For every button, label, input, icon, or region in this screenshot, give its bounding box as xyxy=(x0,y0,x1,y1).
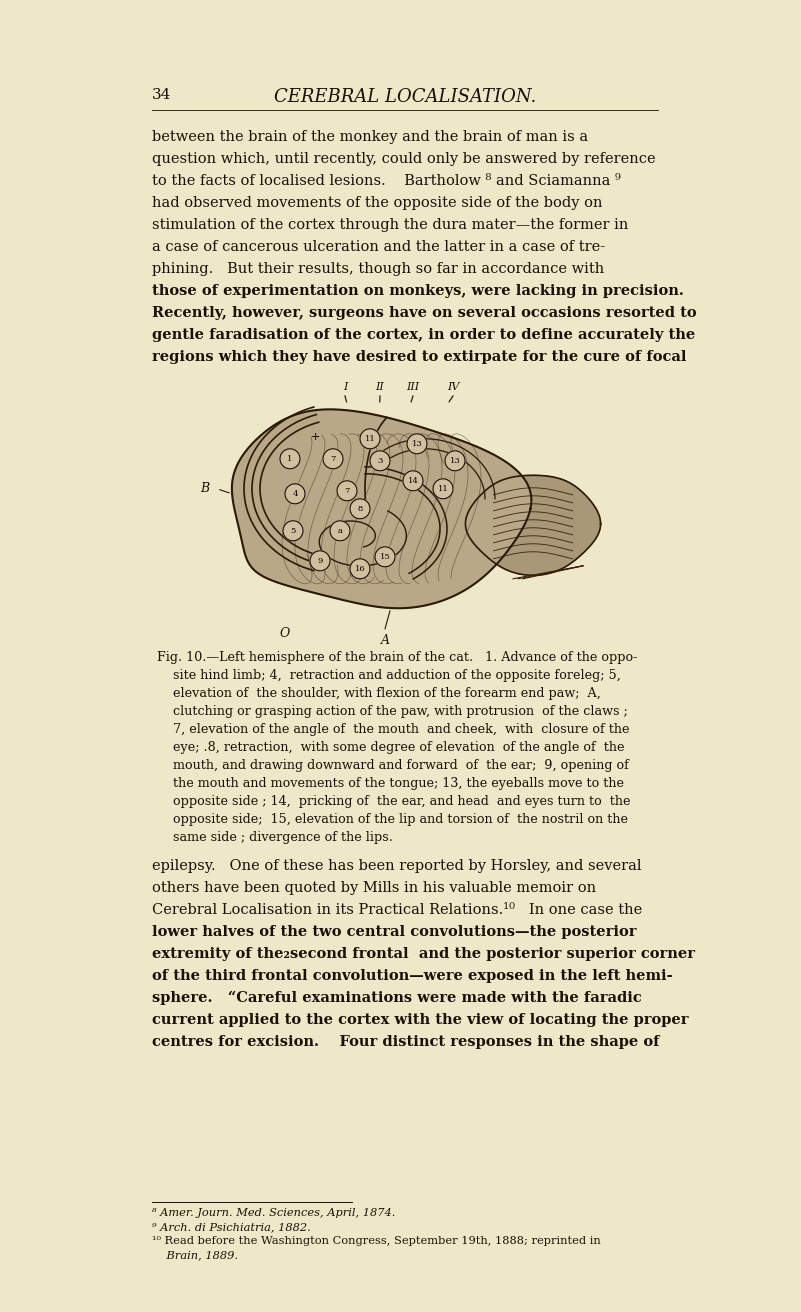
Text: a: a xyxy=(337,527,343,535)
Text: CEREBRAL LOCALISATION.: CEREBRAL LOCALISATION. xyxy=(274,88,536,106)
Circle shape xyxy=(330,521,350,541)
Circle shape xyxy=(407,434,427,454)
Text: Cerebral Localisation in its Practical Relations.¹⁰   In one case the: Cerebral Localisation in its Practical R… xyxy=(152,903,642,917)
Text: phining.   But their results, though so far in accordance with: phining. But their results, though so fa… xyxy=(152,262,604,276)
Text: 9: 9 xyxy=(317,556,323,564)
Text: question which, until recently, could only be answered by reference: question which, until recently, could on… xyxy=(152,152,656,167)
Text: I: I xyxy=(343,382,347,392)
Text: others have been quoted by Mills in his valuable memoir on: others have been quoted by Mills in his … xyxy=(152,880,596,895)
Text: Fig. 10.—Left hemisphere of the brain of the cat.   1. Advance of the oppo-: Fig. 10.—Left hemisphere of the brain of… xyxy=(157,651,638,664)
Circle shape xyxy=(323,449,343,468)
Text: +: + xyxy=(310,432,320,442)
Text: 16: 16 xyxy=(355,564,365,573)
Circle shape xyxy=(350,559,370,579)
Text: Brain, 1889.: Brain, 1889. xyxy=(152,1250,238,1260)
Text: 13: 13 xyxy=(412,440,422,447)
Text: 11: 11 xyxy=(364,434,376,442)
Text: same side ; divergence of the lips.: same side ; divergence of the lips. xyxy=(157,830,392,844)
Text: III: III xyxy=(406,382,420,392)
Text: opposite side;  15, elevation of the lip and torsion of  the nostril on the: opposite side; 15, elevation of the lip … xyxy=(157,813,628,825)
Text: centres for excision.    Four distinct responses in the shape of: centres for excision. Four distinct resp… xyxy=(152,1035,659,1048)
Text: site hind limb; 4,  retraction and adduction of the opposite foreleg; 5,: site hind limb; 4, retraction and adduct… xyxy=(157,669,621,682)
Text: eye; .8, retraction,  with some degree of elevation  of the angle of  the: eye; .8, retraction, with some degree of… xyxy=(157,741,625,754)
Text: to the facts of localised lesions.    Bartholow ⁸ and Sciamanna ⁹: to the facts of localised lesions. Barth… xyxy=(152,174,621,188)
Text: opposite side ; 14,  pricking of  the ear, and head  and eyes turn to  the: opposite side ; 14, pricking of the ear,… xyxy=(157,795,630,808)
Circle shape xyxy=(375,547,395,567)
Text: mouth, and drawing downward and forward  of  the ear;  9, opening of: mouth, and drawing downward and forward … xyxy=(157,758,629,771)
Text: had observed movements of the opposite side of the body on: had observed movements of the opposite s… xyxy=(152,195,602,210)
Text: ¹⁰ Read before the Washington Congress, September 19th, 1888; reprinted in: ¹⁰ Read before the Washington Congress, … xyxy=(152,1236,601,1246)
Text: a case of cancerous ulceration and the latter in a case of tre-: a case of cancerous ulceration and the l… xyxy=(152,240,605,255)
Text: 1: 1 xyxy=(288,455,292,463)
Text: gentle faradisation of the cortex, in order to define accurately the: gentle faradisation of the cortex, in or… xyxy=(152,328,695,342)
Circle shape xyxy=(337,480,357,501)
Text: IV: IV xyxy=(447,382,459,392)
Text: Recently, however, surgeons have on several occasions resorted to: Recently, however, surgeons have on seve… xyxy=(152,306,697,320)
Text: epilepsy.   One of these has been reported by Horsley, and several: epilepsy. One of these has been reported… xyxy=(152,859,642,872)
Text: clutching or grasping action of the paw, with protrusion  of the claws ;: clutching or grasping action of the paw,… xyxy=(157,705,628,718)
Text: ⁸ Amer. Journ. Med. Sciences, April, 1874.: ⁸ Amer. Journ. Med. Sciences, April, 187… xyxy=(152,1208,396,1218)
Circle shape xyxy=(370,451,390,471)
Text: stimulation of the cortex through the dura mater—the former in: stimulation of the cortex through the du… xyxy=(152,218,628,232)
Text: of the third frontal convolution—were exposed in the left hemi-: of the third frontal convolution—were ex… xyxy=(152,968,673,983)
Text: 34: 34 xyxy=(152,88,171,102)
Polygon shape xyxy=(465,475,601,575)
Text: elevation of  the shoulder, with flexion of the forearm end paw;  A,: elevation of the shoulder, with flexion … xyxy=(157,686,601,699)
Text: 11: 11 xyxy=(437,485,449,493)
Text: A: A xyxy=(380,634,389,647)
Text: the mouth and movements of the tongue; 13, the eyeballs move to the: the mouth and movements of the tongue; 1… xyxy=(157,777,624,790)
Text: B: B xyxy=(200,483,209,496)
Text: 8: 8 xyxy=(357,505,363,513)
Polygon shape xyxy=(231,409,531,609)
Text: 15: 15 xyxy=(380,552,390,560)
Text: extremity of the₂second frontal  and the posterior superior corner: extremity of the₂second frontal and the … xyxy=(152,947,695,960)
Circle shape xyxy=(280,449,300,468)
Circle shape xyxy=(403,471,423,491)
Text: those of experimentation on monkeys, were lacking in precision.: those of experimentation on monkeys, wer… xyxy=(152,283,684,298)
Text: between the brain of the monkey and the brain of man is a: between the brain of the monkey and the … xyxy=(152,130,588,144)
Circle shape xyxy=(433,479,453,499)
Circle shape xyxy=(310,551,330,571)
Circle shape xyxy=(360,429,380,449)
Text: 7, elevation of the angle of  the mouth  and cheek,  with  closure of the: 7, elevation of the angle of the mouth a… xyxy=(157,723,630,736)
Circle shape xyxy=(283,521,303,541)
Circle shape xyxy=(285,484,305,504)
Text: 7: 7 xyxy=(330,455,336,463)
Text: current applied to the cortex with the view of locating the proper: current applied to the cortex with the v… xyxy=(152,1013,689,1027)
Circle shape xyxy=(350,499,370,518)
Text: regions which they have desired to extirpate for the cure of focal: regions which they have desired to extir… xyxy=(152,350,686,363)
Text: 3: 3 xyxy=(377,457,383,464)
Text: 5: 5 xyxy=(290,527,296,535)
Text: II: II xyxy=(376,382,384,392)
Text: O: O xyxy=(280,627,290,640)
Text: lower halves of the two central convolutions—the posterior: lower halves of the two central convolut… xyxy=(152,925,637,939)
Text: 4: 4 xyxy=(292,489,298,497)
Circle shape xyxy=(445,451,465,471)
Text: 13: 13 xyxy=(449,457,461,464)
Text: sphere.   “Careful examinations were made with the faradic: sphere. “Careful examinations were made … xyxy=(152,991,642,1005)
Text: 7: 7 xyxy=(344,487,350,495)
Text: 14: 14 xyxy=(408,476,418,485)
Text: ⁹ Arch. di Psichiatria, 1882.: ⁹ Arch. di Psichiatria, 1882. xyxy=(152,1221,311,1232)
